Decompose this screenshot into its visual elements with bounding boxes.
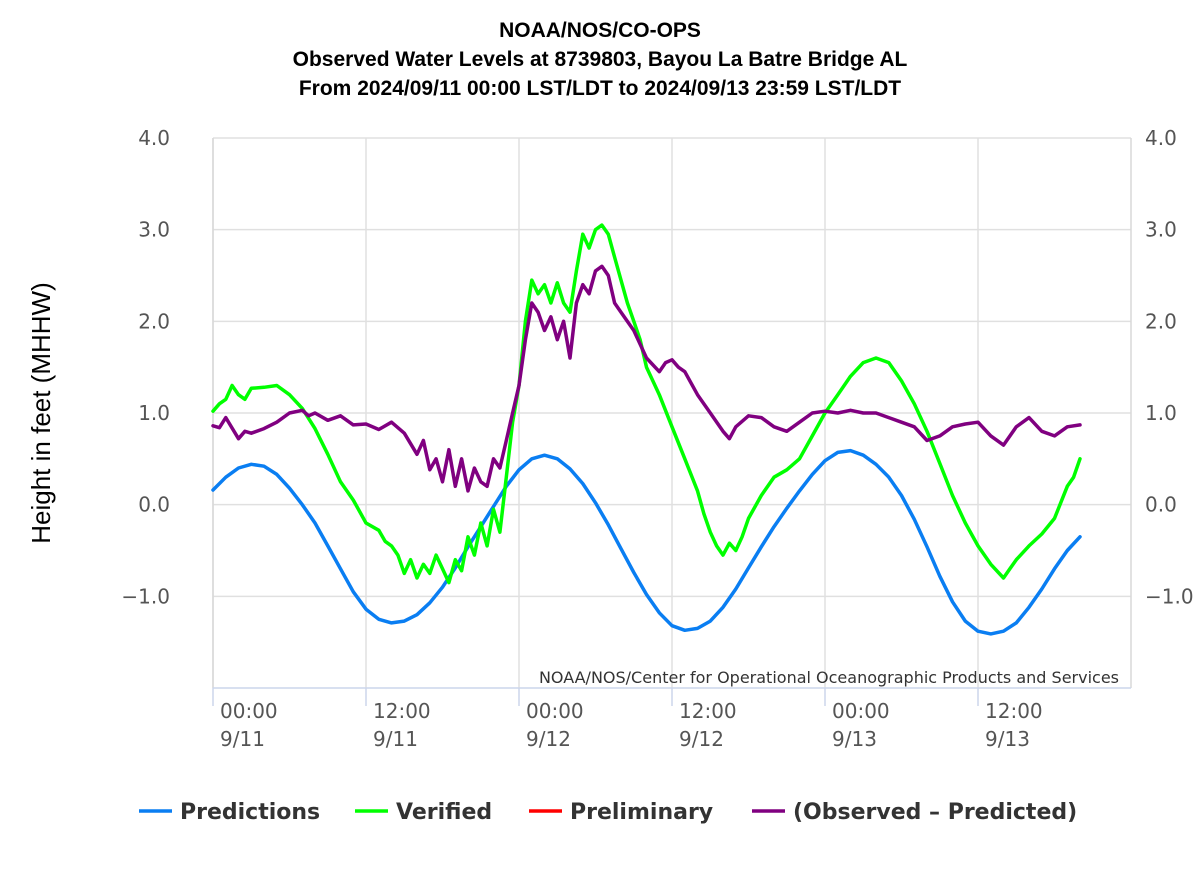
- y-tick-label-right: −1.0: [1145, 584, 1194, 608]
- series-line-0: [211, 448, 1082, 636]
- grid-lines: [212, 137, 1131, 688]
- x-tick-time: 12:00: [373, 699, 431, 723]
- title-line-3: From 2024/09/11 00:00 LST/LDT to 2024/09…: [298, 77, 902, 100]
- series-group: [211, 223, 1082, 636]
- y-tick-label-left: −1.0: [121, 584, 170, 608]
- x-tick-time: 12:00: [985, 699, 1043, 723]
- axes: 4.0 4.0 3.0 3.0 2.0 2.0 1.0 1.0 0.0 0.0 −1.0 −1.0 00…: [121, 126, 1193, 751]
- y-tick-label-left: 2.0: [138, 309, 170, 333]
- y-tick-label-left: 1.0: [138, 401, 170, 425]
- x-tick-date: 9/11: [220, 727, 265, 751]
- title-line-1: NOAA/NOS/CO-OPS: [499, 19, 701, 42]
- legend: Predictions Verified Preliminary (Observed …: [139, 800, 1077, 825]
- x-tick-date: 9/12: [526, 727, 571, 751]
- x-tick-date: 9/11: [373, 727, 418, 751]
- x-tick-time: 00:00: [832, 699, 890, 723]
- x-tick-date: 9/13: [985, 727, 1030, 751]
- y-tick-label-left: 3.0: [138, 218, 170, 242]
- y-tick-label-left: 4.0: [138, 126, 170, 150]
- series-line-1: [211, 223, 1082, 585]
- x-tick-date: 9/13: [832, 727, 877, 751]
- y-tick-label-left: 0.0: [138, 493, 170, 517]
- x-tick-date: 9/12: [679, 727, 724, 751]
- series-line-3: [211, 264, 1082, 493]
- y-axis-label: Height in feet (MHHW): [26, 282, 56, 544]
- legend-label-2[interactable]: Preliminary: [570, 800, 713, 825]
- x-tick-time: 12:00: [679, 699, 737, 723]
- legend-label-1[interactable]: Verified: [396, 800, 492, 825]
- y-tick-label-right: 1.0: [1145, 401, 1177, 425]
- y-tick-label-right: 3.0: [1145, 218, 1177, 242]
- legend-label-0[interactable]: Predictions: [180, 800, 320, 825]
- title-line-2: Observed Water Levels at 8739803, Bayou …: [292, 48, 908, 71]
- y-tick-label-right: 0.0: [1145, 493, 1177, 517]
- y-tick-label-right: 2.0: [1145, 309, 1177, 333]
- x-tick-time: 00:00: [526, 699, 584, 723]
- x-tick-time: 00:00: [220, 699, 278, 723]
- credit-text: NOAA/NOS/Center for Operational Oceanogr…: [539, 668, 1119, 687]
- legend-label-3[interactable]: (Observed – Predicted): [793, 800, 1077, 825]
- chart-title: NOAA/NOS/CO-OPS Observed Water Levels at…: [0, 16, 1200, 103]
- y-tick-label-right: 4.0: [1145, 126, 1177, 150]
